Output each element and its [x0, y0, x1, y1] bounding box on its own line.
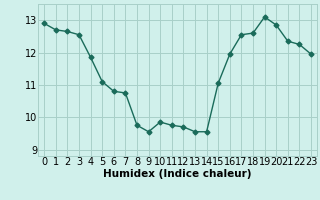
X-axis label: Humidex (Indice chaleur): Humidex (Indice chaleur)	[103, 169, 252, 179]
